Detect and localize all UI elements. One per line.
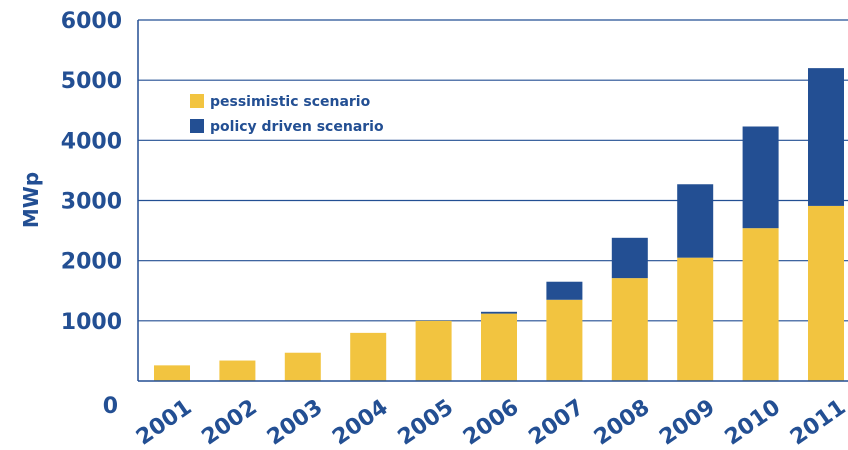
x-tick-label: 2009: [655, 395, 719, 450]
y-axis-title: MWp: [19, 172, 43, 228]
bar-pessimistic-2001: [154, 365, 190, 381]
bar-pessimistic-2003: [284, 352, 321, 381]
x-tick-label: 2005: [394, 395, 458, 450]
y-tick-label: 1000: [61, 310, 122, 335]
x-tick-label: 2004: [328, 395, 392, 450]
x-tick-label: 2007: [524, 395, 588, 450]
bar-pessimistic-2005: [415, 320, 452, 381]
bar-pessimistic-2011: [808, 205, 844, 381]
x-tick-label: 2011: [786, 395, 848, 450]
bar-policy-driven-2006: [481, 311, 517, 314]
gridlines: [138, 19, 848, 322]
bar-policy-driven-2007: [546, 281, 583, 300]
x-tick-label: 2001: [132, 395, 196, 450]
bar-pessimistic-2004: [350, 332, 387, 381]
bar-pessimistic-2002: [219, 360, 256, 381]
y-tick-label: 0: [103, 394, 118, 419]
bars: [154, 68, 844, 381]
legend-swatch-policy-driven: [190, 119, 204, 133]
axes: [137, 20, 848, 382]
bar-policy-driven-2011: [808, 68, 844, 206]
bar-pessimistic-2009: [677, 257, 714, 381]
bar-pessimistic-2006: [481, 313, 517, 381]
x-tick-label: 2010: [721, 395, 785, 450]
y-tick-labels: 0 1000 2000 3000 4000 5000 6000: [61, 9, 122, 419]
bar-pessimistic-2008: [611, 278, 648, 381]
bar-pessimistic-2007: [546, 299, 583, 381]
x-tick-label: 2002: [197, 395, 261, 450]
x-tick-label: 2006: [459, 395, 523, 450]
legend-label-pessimistic: pessimistic scenario: [210, 94, 371, 110]
x-tick-label: 2003: [263, 395, 327, 450]
y-tick-label: 3000: [61, 190, 122, 215]
y-tick-label: 5000: [61, 69, 122, 94]
legend: pessimistic scenario policy driven scenar…: [190, 94, 384, 135]
bar-policy-driven-2008: [611, 237, 648, 279]
bar-policy-driven-2009: [677, 184, 714, 258]
y-tick-label: 4000: [61, 129, 122, 154]
x-tick-label: 2008: [590, 395, 654, 450]
bar-policy-driven-2010: [742, 126, 779, 229]
y-tick-label: 2000: [61, 250, 122, 275]
x-tick-labels: 2001 2002 2003 2004 2005 2006 2007 2008 2009 2010…: [132, 395, 848, 450]
legend-swatch-pessimistic: [190, 94, 204, 108]
legend-label-policy-driven: policy driven scenario: [210, 119, 384, 135]
bar-pessimistic-2010: [742, 228, 779, 381]
y-tick-label: 6000: [61, 9, 122, 34]
